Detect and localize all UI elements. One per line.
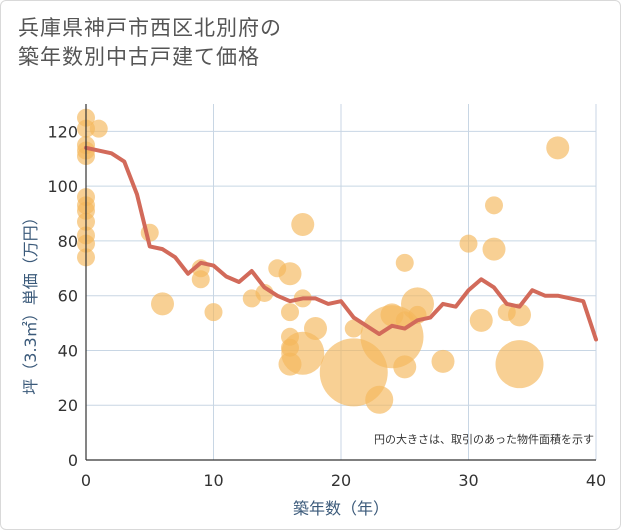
chart-title-line-1: 兵庫県神戸市西区北別府の — [18, 16, 282, 40]
y-tick-label: 120 — [47, 122, 78, 141]
data-bubble — [89, 119, 108, 138]
data-bubble — [281, 331, 325, 375]
trend-line — [84, 145, 598, 342]
data-bubble — [546, 136, 570, 160]
y-tick-label: 100 — [47, 177, 78, 196]
axes: 0 10 20 30 40 0 20 40 60 80 100 120 — [47, 104, 606, 490]
data-bubble — [151, 292, 174, 316]
data-bubble — [431, 349, 455, 373]
bubble-layer — [77, 108, 570, 414]
data-bubble — [281, 303, 299, 322]
trend-layer — [84, 145, 598, 342]
data-bubble — [393, 355, 417, 379]
data-bubble — [485, 196, 503, 215]
x-tick-label: 30 — [458, 471, 478, 490]
data-bubble — [304, 317, 327, 341]
chart-title: 兵庫県神戸市西区北別府の 築年数別中古戸建て価格 — [18, 14, 282, 72]
data-bubble — [459, 234, 478, 253]
y-tick-label: 80 — [58, 232, 78, 251]
data-bubble — [395, 253, 414, 272]
data-bubble — [482, 237, 506, 261]
x-tick-label: 40 — [586, 471, 606, 490]
x-axis-label: 築年数（年） — [293, 499, 389, 518]
y-tick-label: 0 — [68, 451, 78, 470]
bubble-size-note: 円の大きさは、取引のあった物件面積を示す — [374, 432, 594, 446]
data-bubble — [204, 303, 223, 322]
x-tick-label: 10 — [203, 471, 223, 490]
data-bubble — [344, 319, 363, 338]
data-bubble — [469, 308, 493, 332]
data-bubble — [291, 212, 315, 236]
x-tick-label: 20 — [331, 471, 351, 490]
data-bubble — [365, 385, 394, 414]
y-tick-label: 40 — [58, 341, 78, 360]
data-bubble — [508, 303, 531, 327]
data-bubble — [278, 262, 302, 286]
data-bubble — [191, 270, 210, 289]
y-axis-label: 坪（3.3㎡）単価（万円） — [21, 209, 40, 394]
grid — [86, 104, 597, 460]
y-tick-label: 60 — [58, 287, 78, 306]
data-bubble — [495, 340, 544, 389]
chart-title-line-2: 築年数別中古戸建て価格 — [18, 45, 260, 69]
y-tick-label: 20 — [58, 396, 78, 415]
x-tick-label: 0 — [81, 471, 91, 490]
